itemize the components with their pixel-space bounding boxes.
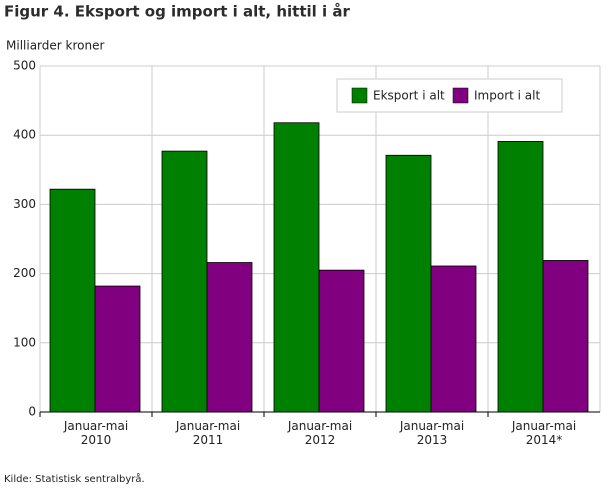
y-tick-label: 400 (13, 128, 36, 142)
source: Kilde: Statistisk sentralbyrå. (4, 472, 145, 485)
bar (318, 269, 365, 413)
bar (273, 122, 320, 413)
y-tick-label: 100 (13, 335, 36, 349)
legend-swatch (452, 87, 469, 104)
x-tick-label: Januar-mai 2011 (175, 419, 240, 447)
legend (336, 78, 563, 113)
x-tick-label: Januar-mai 2010 (63, 419, 128, 447)
bar (94, 285, 141, 413)
y-tick-label: 0 (28, 405, 36, 419)
x-tick-label: Januar-mai 2013 (399, 419, 464, 447)
y-tick-label: 200 (13, 266, 36, 280)
bar (542, 260, 589, 413)
bar (385, 154, 432, 413)
x-tick-label: Januar-mai 2014* (511, 419, 576, 447)
bar (206, 262, 253, 413)
legend-label: Import i alt (474, 89, 540, 103)
y-tick-label: 300 (13, 197, 36, 211)
bar (49, 188, 96, 413)
x-tick-label: Januar-mai 2012 (287, 419, 352, 447)
y-axis-label: Milliarder kroner (6, 39, 104, 53)
legend-label: Eksport i alt (373, 89, 445, 103)
bar (497, 141, 544, 413)
bar (430, 265, 477, 413)
legend-swatch (351, 87, 368, 104)
y-tick-label: 500 (13, 59, 36, 73)
chart-title: Figur 4. Eksport og import i alt, hittil… (4, 3, 351, 21)
bar (161, 150, 208, 413)
